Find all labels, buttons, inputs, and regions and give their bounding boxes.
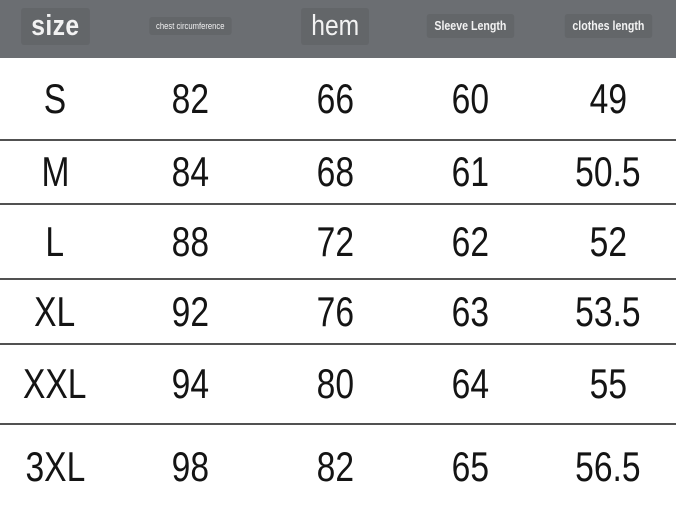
clothes-length-value: 53.5 <box>575 287 641 335</box>
column-header-hem: hem <box>300 7 370 45</box>
chest-value: 84 <box>171 148 209 195</box>
chest-value: 88 <box>171 217 209 265</box>
chest-value: 94 <box>171 360 209 407</box>
sleeve-value: 61 <box>451 148 489 195</box>
clothes-length-value: 56.5 <box>575 442 641 490</box>
sleeve-value: 63 <box>451 287 489 335</box>
hem-value: 72 <box>316 217 354 265</box>
header-cell-size: size <box>0 0 110 58</box>
header-row: size chest circumference hem Sleeve Leng… <box>0 0 676 58</box>
table-row: XXL 94 80 64 55 <box>0 345 676 425</box>
header-cell-clothes: clothes length <box>540 0 676 58</box>
table-row: S 82 66 60 49 <box>0 58 676 141</box>
table-row: 3XL 98 82 65 56.5 <box>0 425 676 508</box>
clothes-length-value: 55 <box>589 360 627 407</box>
column-header-chest-circumference: chest circumference <box>148 17 232 35</box>
column-header-size: size <box>20 7 90 45</box>
table-row: XL 92 76 63 53.5 <box>0 280 676 345</box>
clothes-length-value: 52 <box>589 217 627 265</box>
column-header-sleeve-length: Sleeve Length <box>426 14 514 38</box>
sleeve-value: 62 <box>451 217 489 265</box>
size-label: XL <box>34 287 76 335</box>
clothes-length-value: 49 <box>589 74 627 122</box>
sleeve-value: 64 <box>451 360 489 407</box>
header-cell-sleeve: Sleeve Length <box>400 0 540 58</box>
hem-value: 68 <box>316 148 354 195</box>
chest-value: 82 <box>171 74 209 122</box>
hem-value: 66 <box>316 74 354 122</box>
sleeve-value: 65 <box>451 442 489 490</box>
hem-value: 82 <box>316 442 354 490</box>
size-label: 3XL <box>25 442 85 490</box>
hem-value: 80 <box>316 360 354 407</box>
chest-value: 92 <box>171 287 209 335</box>
size-label: L <box>45 217 65 265</box>
hem-value: 76 <box>316 287 354 335</box>
clothes-length-value: 50.5 <box>575 148 641 195</box>
size-label: M <box>41 148 69 195</box>
size-label: XXL <box>23 360 87 407</box>
chest-value: 98 <box>171 442 209 490</box>
table-row: M 84 68 61 50.5 <box>0 141 676 205</box>
header-cell-chest: chest circumference <box>110 0 270 58</box>
size-label: S <box>43 74 67 122</box>
table-row: L 88 72 62 52 <box>0 205 676 280</box>
sleeve-value: 60 <box>451 74 489 122</box>
header-cell-hem: hem <box>270 0 400 58</box>
column-header-clothes-length: clothes length <box>564 14 652 38</box>
